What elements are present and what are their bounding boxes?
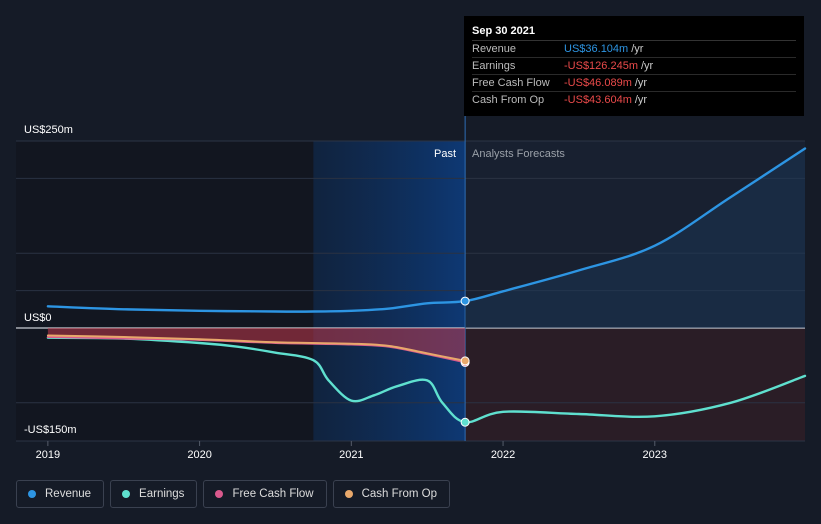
x-tick-label: 2022 <box>491 449 515 461</box>
x-tick-label: 2023 <box>643 449 667 461</box>
legend-label: Revenue <box>45 488 92 500</box>
tooltip-row-value: US$36.104m <box>564 43 629 55</box>
tooltip-row-label: Earnings <box>472 60 516 72</box>
y-label-top: US$250m <box>24 124 73 136</box>
tooltip-row-value: -US$43.604m <box>564 94 632 106</box>
tooltip-row-value: -US$46.089m <box>564 77 632 89</box>
legend-dot-icon <box>344 490 353 498</box>
legend-dot-icon <box>122 490 131 498</box>
x-tick-label: 2020 <box>187 449 211 461</box>
past-label: Past <box>434 148 456 160</box>
legend-item-earnings[interactable]: Earnings <box>110 480 198 508</box>
tooltip-row: Free Cash Flow -US$46.089m/yr <box>472 75 796 92</box>
tooltip-date: Sep 30 2021 <box>472 23 796 41</box>
earnings-line <box>46 336 807 424</box>
forecast-label: Analysts Forecasts <box>472 148 565 160</box>
tooltip-row-label: Cash From Op <box>472 94 545 106</box>
tooltip-row-unit: /yr <box>634 94 648 106</box>
y-label-zero: US$0 <box>24 312 52 324</box>
y-label-bottom: -US$150m <box>24 424 77 436</box>
legend-item-free-cash-flow[interactable]: Free Cash Flow <box>203 480 327 508</box>
legend-label: Cash From Op <box>361 488 438 500</box>
cash_from_op-line <box>46 334 467 362</box>
tooltip: Sep 30 2021 Revenue US$36.104m/yr Earnings… <box>464 16 804 116</box>
revenue-line <box>46 147 807 313</box>
revenue-area <box>465 148 805 328</box>
revenue-marker <box>460 296 470 306</box>
legend-label: Free Cash Flow <box>232 488 314 500</box>
tooltip-row-unit: /yr <box>634 77 648 89</box>
tooltip-row-unit: /yr <box>641 60 654 72</box>
tooltip-row-label: Free Cash Flow <box>472 77 550 89</box>
legend-item-cash-from-op[interactable]: Cash From Op <box>332 480 451 508</box>
legend: Revenue Earnings Free Cash Flow Cash From O… <box>16 480 451 508</box>
x-tick-label: 2019 <box>36 449 60 461</box>
negative-zone <box>465 328 805 441</box>
cash_from_op-marker <box>460 356 470 366</box>
earnings-marker <box>460 417 470 427</box>
legend-dot-icon <box>28 490 36 498</box>
legend-item-revenue[interactable]: Revenue <box>16 480 105 508</box>
tooltip-row-label: Revenue <box>472 43 517 55</box>
x-tick-label: 2021 <box>339 449 363 461</box>
legend-label: Earnings <box>139 488 185 500</box>
tooltip-row: Revenue US$36.104m/yr <box>472 41 796 58</box>
fcf-area <box>47 328 466 363</box>
tooltip-row-unit: /yr <box>631 43 644 55</box>
tooltip-row: Cash From Op -US$43.604m/yr <box>472 92 796 108</box>
legend-dot-icon <box>215 490 224 498</box>
tooltip-row-value: -US$126.245m <box>564 60 638 72</box>
tooltip-row: Earnings -US$126.245m/yr <box>472 58 796 75</box>
